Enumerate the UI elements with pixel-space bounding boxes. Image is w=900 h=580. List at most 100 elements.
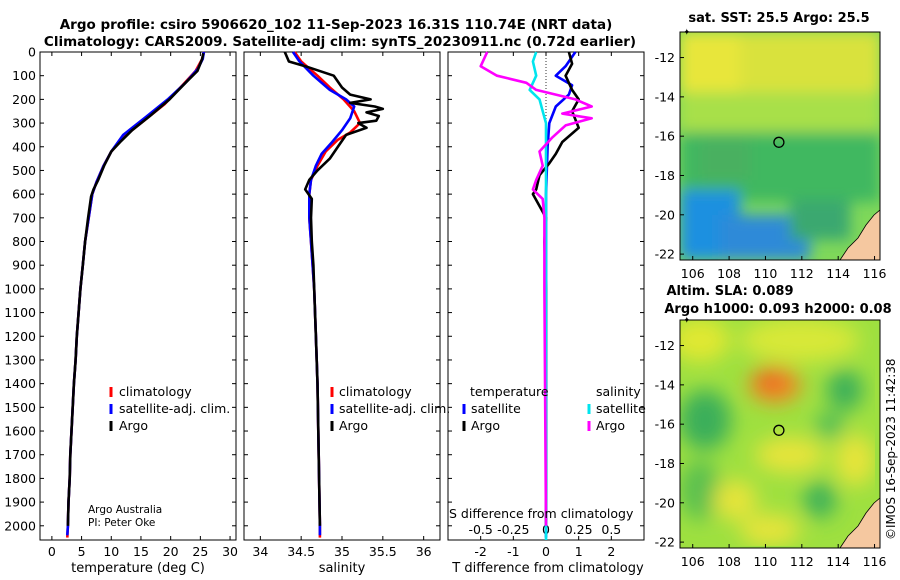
y-tick-label: 1600: [4, 424, 36, 439]
temperature-axes: [39, 51, 237, 541]
y-tick-label: 500: [12, 163, 36, 178]
x-tick-label: 20: [163, 544, 179, 559]
map-y-tick-label: -16: [655, 417, 675, 432]
argo-location-marker: [773, 424, 785, 436]
x2-tick-label: 0.5: [601, 522, 621, 537]
legend-label-s-satellite: satellite: [596, 401, 646, 416]
map-x-tick-label: 116: [863, 554, 887, 569]
map-x-tick-label: 106: [681, 554, 705, 569]
x-tick-label: 5: [78, 544, 86, 559]
sst-map: [680, 32, 880, 260]
y-tick-label: 1200: [4, 329, 36, 344]
salinity-plot: 34 34.5 35 35.5 36: [244, 51, 440, 559]
map-y-tick-label: -20: [655, 495, 675, 510]
legend-title-salinity: salinity: [596, 384, 641, 399]
x-tick-label: 35.5: [369, 544, 397, 559]
y-tick-label: 1800: [4, 471, 36, 486]
legend-label-climatology: climatology: [339, 384, 412, 399]
map-y-tick-label: -16: [655, 129, 675, 144]
map-x-tick-label: 110: [754, 266, 778, 281]
x-tick-label: 0: [48, 544, 56, 559]
y-tick-label: 600: [12, 187, 36, 202]
x-tick-label: 1: [575, 544, 583, 559]
map-x-tick-label: 108: [717, 554, 741, 569]
y-tick-label: 1700: [4, 447, 36, 462]
x-tick-label: 25: [192, 544, 208, 559]
legend-label-s-argo: Argo: [596, 418, 625, 433]
legend-label-argo: Argo: [119, 418, 148, 433]
x-tick-label: -2: [474, 544, 486, 559]
credit-line2: PI: Peter Oke: [88, 517, 155, 529]
map-y-tick-label: -12: [655, 50, 675, 65]
map-x-tick-label: 114: [826, 266, 850, 281]
map-x-tick-label: 112: [790, 554, 814, 569]
x-tick-label: -1: [507, 544, 519, 559]
credit-line1: Argo Australia: [88, 504, 162, 516]
x2-tick-label: -0.5: [468, 522, 492, 537]
x-tick-label: 15: [133, 544, 149, 559]
y-tick-label: 1100: [4, 305, 36, 320]
legend-label-argo: Argo: [339, 418, 368, 433]
difference-legend: temperature salinity satellite Argo sate…: [462, 384, 646, 433]
y-tick-label: 400: [12, 139, 36, 154]
map-x-tick-label: 112: [790, 266, 814, 281]
map-x-tick-label: 106: [681, 266, 705, 281]
north-arrow-icon: ✦: [683, 316, 691, 326]
legend-label-satellite: satellite-adj. clim.: [339, 401, 450, 416]
x-tick-label: 35: [334, 544, 350, 559]
map-y-tick-label: -20: [655, 207, 675, 222]
legend-title-temperature: temperature: [470, 384, 549, 399]
sla-map: [680, 320, 880, 548]
x-tick-label: 2: [607, 544, 615, 559]
figure-title-line1: Argo profile: csiro 5906620_102 11-Sep-2…: [60, 17, 613, 33]
north-arrow-icon: ✦: [683, 28, 691, 38]
salinity-axes: [243, 51, 441, 541]
x2-tick-label: 0.25: [565, 522, 593, 537]
y-tick-label: 900: [12, 258, 36, 273]
x2-tick-label: -0.25: [497, 522, 529, 537]
y-tick-label: 1300: [4, 352, 36, 367]
sla-map-title1: Altim. SLA: 0.089: [667, 284, 794, 299]
y-tick-label: 1900: [4, 495, 36, 510]
map-y-tick-label: -22: [655, 247, 675, 262]
land-mass: [839, 497, 880, 548]
temperature-legend: climatology satellite-adj. clim. Argo: [109, 384, 230, 433]
y-tick-label: 1000: [4, 281, 36, 296]
series-line-s-argo: [479, 51, 594, 526]
x-tick-label: 34: [252, 544, 268, 559]
series-line-argo: [66, 52, 205, 526]
legend-label-climatology: climatology: [119, 384, 192, 399]
x-tick-label: 36: [416, 544, 432, 559]
land-mass: [839, 209, 880, 260]
map-y-tick-label: -14: [655, 377, 675, 392]
salinity-xlabel: salinity: [319, 561, 366, 576]
temperature-xlabel: temperature (deg C): [71, 561, 205, 576]
salinity-legend: climatology satellite-adj. clim. Argo: [330, 384, 450, 433]
map-x-tick-label: 114: [826, 554, 850, 569]
s-difference-label: S difference from climatology: [449, 506, 634, 521]
difference-xlabel: T difference from climatology: [451, 561, 644, 576]
x-tick-label: 0: [542, 544, 550, 559]
temperature-plot: 0100200300400500600700800900100011001200…: [4, 45, 238, 560]
y-tick-label: 300: [12, 116, 36, 131]
map-x-tick-label: 110: [754, 554, 778, 569]
y-tick-label: 700: [12, 210, 36, 225]
y-tick-label: 200: [12, 92, 36, 107]
argo-location-marker: [773, 136, 785, 148]
figure-title-line2: Climatology: CARS2009. Satellite-adj cli…: [44, 34, 636, 50]
y-tick-label: 1400: [4, 376, 36, 391]
sst-map-title: sat. SST: 25.5 Argo: 25.5: [688, 11, 869, 26]
legend-label-t-argo: Argo: [471, 418, 500, 433]
x-tick-label: 30: [222, 544, 238, 559]
map-y-tick-label: -18: [655, 168, 675, 183]
map-axes: 106 108 110 112 114 116 -12 -14 -16 -18 -20 -22 106 1…: [655, 50, 887, 569]
x-tick-label: 34.5: [287, 544, 315, 559]
imos-timestamp: ©IMOS 16-Sep-2023 11:42:38: [884, 358, 898, 540]
series-line-argo: [283, 51, 385, 526]
legend-label-t-satellite: satellite: [471, 401, 521, 416]
map-x-tick-label: 108: [717, 266, 741, 281]
series-line-s-satellite: [528, 51, 548, 540]
y-tick-label: 2000: [4, 518, 36, 533]
difference-plot: -2 -1 0 1 2-0.5 -0.25 0 0.25 0.5: [448, 51, 644, 559]
